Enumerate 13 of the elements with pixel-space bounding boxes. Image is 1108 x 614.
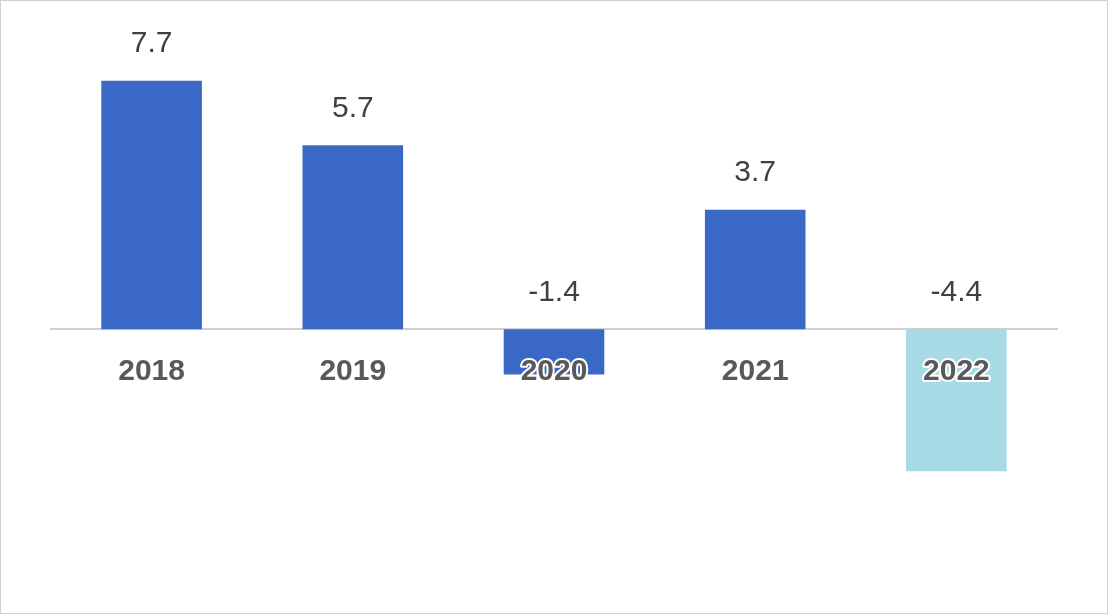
data-label: -1.4 [528, 273, 580, 307]
x-tick-label: 2021 [721, 352, 789, 386]
data-label: -4.4 [930, 273, 983, 307]
bar [906, 329, 1007, 472]
data-label: 7.7 [130, 24, 173, 58]
x-tick-label: 2022 [923, 352, 990, 386]
x-tick-label: 2019 [319, 352, 387, 386]
bar [302, 145, 404, 330]
bar [704, 209, 806, 330]
bar [101, 80, 202, 330]
data-label: 3.7 [734, 154, 777, 188]
data-label: 5.7 [331, 89, 374, 123]
x-tick-label: 2018 [118, 352, 185, 386]
